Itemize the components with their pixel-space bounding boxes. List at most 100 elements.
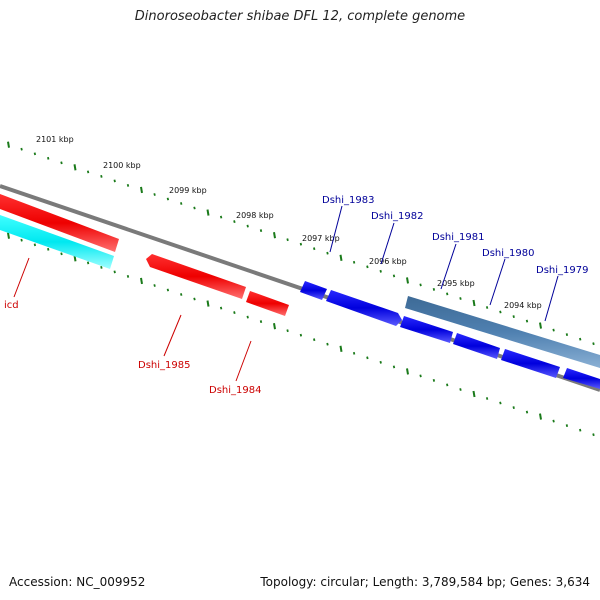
gene-bar-dshi-1982[interactable] xyxy=(326,290,402,326)
kbp-label: 2098 kbp xyxy=(236,211,274,220)
tick-mark xyxy=(339,345,343,352)
tick-mark xyxy=(366,265,369,269)
kbp-label: 2095 kbp xyxy=(437,279,475,288)
tick-mark xyxy=(485,306,489,309)
kbp-label: 2096 kbp xyxy=(369,257,407,266)
tick-mark xyxy=(20,238,23,242)
gene-label-dshi-1982[interactable]: Dshi_1982 xyxy=(371,211,423,222)
tick-mark xyxy=(525,319,529,323)
tick-mark xyxy=(193,297,196,301)
tick-mark xyxy=(419,283,422,287)
gene-bar-dshi-1981[interactable] xyxy=(400,316,453,343)
tick-mark xyxy=(499,401,502,405)
gene-label-dshi-1984[interactable]: Dshi_1984 xyxy=(209,385,261,396)
tick-mark xyxy=(246,315,249,319)
tick-mark xyxy=(379,269,382,273)
kbp-labels: 2101 kbp 2100 kbp 2099 kbp 2098 kbp 2097… xyxy=(36,135,542,310)
gene-bar-dshi-1980[interactable] xyxy=(453,333,500,359)
tick-mark xyxy=(485,397,489,400)
tick-mark xyxy=(406,368,409,375)
map-title: Dinoroseobacter shibae DFL 12, complete … xyxy=(134,9,466,24)
tick-mark xyxy=(552,328,555,332)
tick-mark xyxy=(180,293,183,296)
tick-mark xyxy=(392,274,396,278)
tick-mark xyxy=(126,183,130,187)
tick-mark xyxy=(512,406,515,410)
kbp-label: 2099 kbp xyxy=(169,186,207,195)
tick-mark xyxy=(313,338,316,342)
tick-mark xyxy=(219,306,223,310)
tick-mark xyxy=(499,310,502,314)
tick-mark xyxy=(339,254,343,261)
tick-mark xyxy=(552,419,555,423)
gene-bar-upper-red[interactable] xyxy=(0,194,119,252)
tick-mark xyxy=(153,284,156,287)
tick-mark xyxy=(193,206,196,210)
tick-mark xyxy=(286,238,289,242)
tick-mark xyxy=(20,147,23,151)
tick-mark xyxy=(206,300,210,307)
accession-text: Accession: NC_009952 xyxy=(9,575,146,589)
gene-bar-right-blue[interactable] xyxy=(563,368,600,389)
tick-mark xyxy=(47,156,50,160)
tick-mark xyxy=(259,229,263,233)
tick-mark xyxy=(459,297,462,300)
tick-mark xyxy=(579,337,582,341)
tick-mark xyxy=(180,202,183,205)
tick-mark xyxy=(47,247,50,251)
tick-mark xyxy=(166,197,170,201)
tick-mark xyxy=(33,243,37,247)
tick-mark xyxy=(166,288,170,292)
kbp-label: 2094 kbp xyxy=(504,301,542,310)
steel-gene-bar[interactable] xyxy=(405,296,600,368)
tick-mark xyxy=(299,242,303,246)
tick-mark xyxy=(392,365,396,369)
tick-mark xyxy=(419,374,422,378)
tick-mark xyxy=(86,261,90,265)
kbp-label: 2100 kbp xyxy=(103,161,141,170)
tick-mark xyxy=(565,424,569,428)
tick-mark xyxy=(7,232,10,239)
tick-mark xyxy=(100,265,103,269)
gene-bar-dshi-1983[interactable] xyxy=(300,281,327,300)
tick-mark xyxy=(233,311,236,315)
tick-mark xyxy=(406,277,409,284)
tick-mark xyxy=(299,333,303,337)
lower-tick-track xyxy=(7,232,595,437)
tick-mark xyxy=(326,251,329,255)
genome-backbone xyxy=(0,184,600,392)
tick-mark xyxy=(379,360,382,364)
gene-label-dshi-1979[interactable]: Dshi_1979 xyxy=(536,265,588,276)
tick-mark xyxy=(326,342,329,346)
tick-mark xyxy=(592,342,595,346)
tick-mark xyxy=(100,174,103,178)
tick-mark xyxy=(86,170,90,174)
tick-mark xyxy=(446,292,449,296)
gene-bar-dshi-1979[interactable] xyxy=(501,349,560,378)
gene-bar-dshi-1984[interactable] xyxy=(246,291,289,316)
tick-mark xyxy=(126,274,130,278)
tick-mark xyxy=(592,433,595,437)
gene-bar-dshi-1985[interactable] xyxy=(146,254,246,299)
upper-tick-track xyxy=(7,141,595,346)
gene-bar-icd[interactable] xyxy=(0,215,114,269)
tick-mark xyxy=(472,390,476,398)
tick-mark xyxy=(352,351,356,355)
kbp-label: 2097 kbp xyxy=(302,234,340,243)
gene-labels: icd Dshi_1985 Dshi_1984 Dshi_1983 Dshi_1… xyxy=(4,195,588,396)
leader-lines xyxy=(13,205,559,382)
tick-mark xyxy=(140,277,143,285)
gene-label-dshi-1985[interactable]: Dshi_1985 xyxy=(138,360,190,371)
gene-label-dshi-1980[interactable]: Dshi_1980 xyxy=(482,248,534,259)
tick-mark xyxy=(273,232,276,239)
gene-label-icd[interactable]: icd xyxy=(4,300,19,311)
tick-mark xyxy=(539,322,542,329)
gene-label-dshi-1981[interactable]: Dshi_1981 xyxy=(432,232,484,243)
tick-mark xyxy=(33,152,37,156)
tick-mark xyxy=(459,388,462,391)
tick-mark xyxy=(432,378,436,382)
tick-mark xyxy=(539,413,542,420)
gene-label-dshi-1983[interactable]: Dshi_1983 xyxy=(322,195,374,206)
tick-mark xyxy=(259,320,263,324)
